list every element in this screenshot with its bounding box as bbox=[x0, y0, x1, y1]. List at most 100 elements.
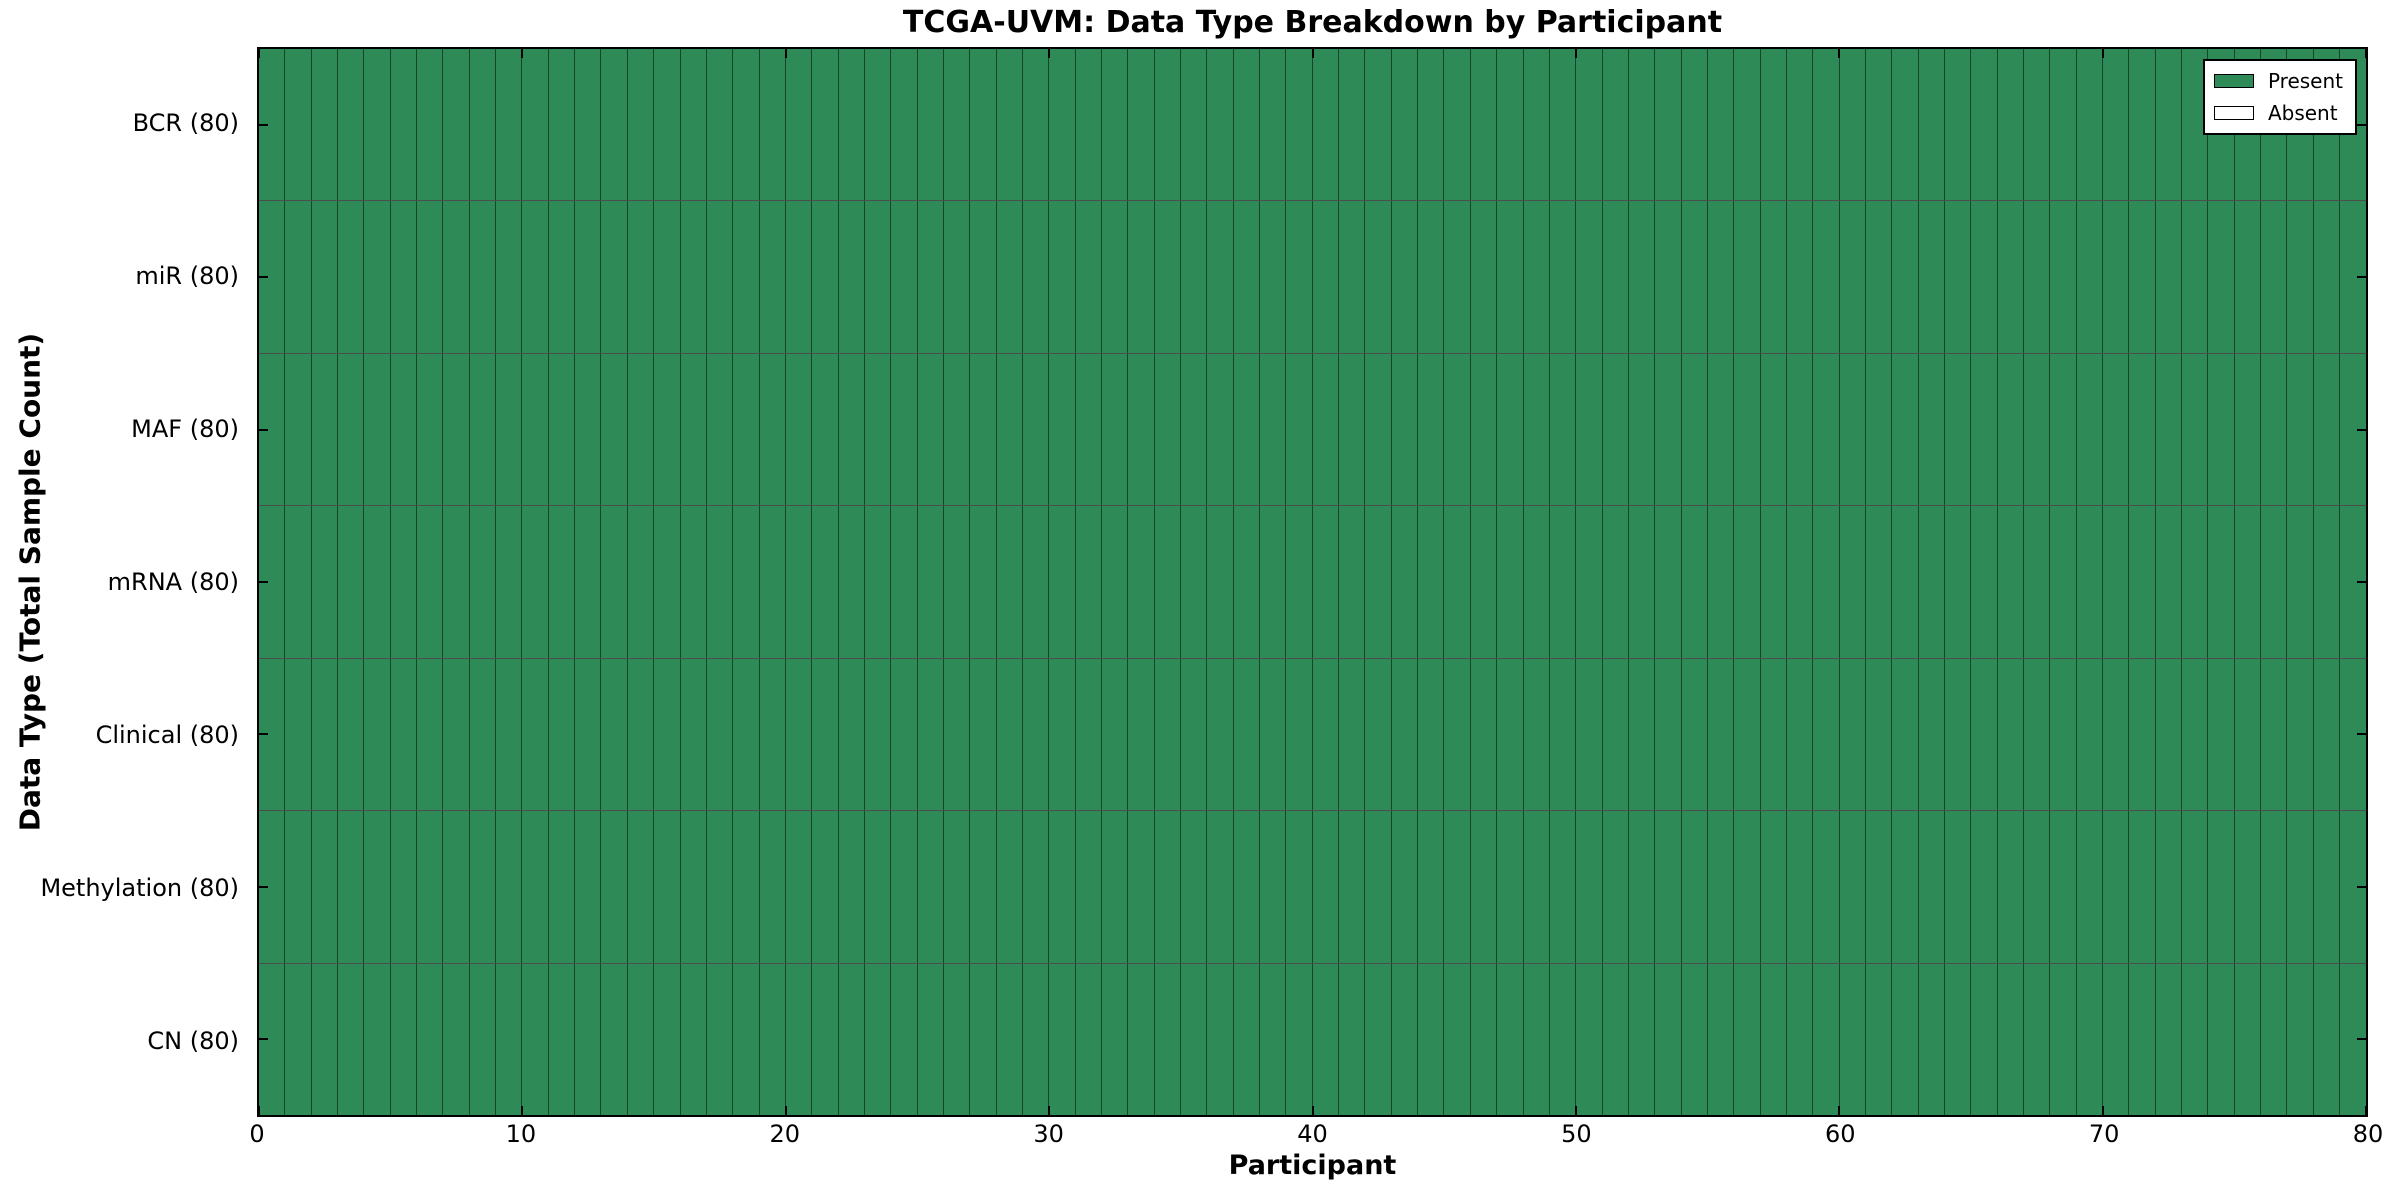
heatmap-cell bbox=[338, 353, 365, 506]
heatmap-cell bbox=[2340, 201, 2366, 353]
heatmap-cell bbox=[1444, 49, 1471, 201]
heatmap-cell bbox=[838, 506, 865, 658]
heatmap-cell bbox=[2155, 49, 2183, 201]
heatmap-cell bbox=[733, 963, 760, 1115]
heatmap-cell bbox=[706, 811, 734, 963]
heatmap-cell bbox=[1707, 811, 1735, 963]
heatmap-cell bbox=[469, 963, 497, 1115]
heatmap-cell bbox=[706, 353, 734, 506]
heatmap-cell bbox=[1286, 811, 1313, 963]
heatmap-cell bbox=[2050, 506, 2077, 658]
heatmap-cell bbox=[259, 811, 286, 963]
heatmap-cell bbox=[706, 49, 734, 201]
heatmap-cell bbox=[1523, 811, 1550, 963]
plot-area: Present Absent bbox=[257, 47, 2368, 1117]
heatmap-cell bbox=[1391, 201, 1419, 353]
heatmap-cell bbox=[1022, 658, 1050, 811]
heatmap-cell bbox=[417, 353, 444, 506]
heatmap-cell bbox=[943, 49, 971, 201]
heatmap-cell bbox=[522, 506, 549, 658]
heatmap-cell bbox=[1918, 353, 1945, 506]
heatmap-cell bbox=[680, 506, 707, 658]
heatmap-cell bbox=[1523, 353, 1550, 506]
heatmap-cell bbox=[1576, 353, 1603, 506]
heatmap-cell bbox=[1576, 201, 1603, 353]
heatmap-cell bbox=[917, 49, 944, 201]
heatmap-cell bbox=[943, 658, 971, 811]
heatmap-cell bbox=[1945, 811, 1972, 963]
heatmap-cell bbox=[1049, 506, 1076, 658]
y-tick-label: Methylation (80) bbox=[40, 873, 239, 902]
heatmap-cell bbox=[364, 963, 391, 1115]
heatmap-cell bbox=[1260, 49, 1287, 201]
heatmap-cell bbox=[1391, 49, 1419, 201]
heatmap-cell bbox=[364, 658, 391, 811]
y-tick-label: MAF (80) bbox=[131, 415, 239, 444]
heatmap-cell bbox=[1339, 963, 1366, 1115]
heatmap-cell bbox=[548, 49, 576, 201]
heatmap-cell bbox=[1918, 506, 1945, 658]
heatmap-cell bbox=[2208, 353, 2235, 506]
heatmap-cell bbox=[1418, 201, 1445, 353]
heatmap-cell bbox=[2287, 963, 2314, 1115]
heatmap-cell bbox=[1075, 201, 1102, 353]
heatmap-cell bbox=[390, 963, 418, 1115]
heatmap-cell bbox=[2182, 658, 2209, 811]
heatmap-cell bbox=[917, 201, 944, 353]
heatmap-cell bbox=[1760, 658, 1787, 811]
heatmap-cell bbox=[390, 49, 418, 201]
heatmap-cell bbox=[522, 658, 549, 811]
heatmap-cell bbox=[259, 658, 286, 811]
heatmap-cell bbox=[496, 811, 523, 963]
heatmap-cell bbox=[943, 811, 971, 963]
heatmap-cell bbox=[1602, 963, 1629, 1115]
heatmap-cell bbox=[2261, 201, 2288, 353]
heatmap-cell bbox=[812, 658, 839, 811]
heatmap-row bbox=[259, 963, 2366, 1115]
heatmap-cell bbox=[1576, 963, 1603, 1115]
heatmap-cell bbox=[311, 201, 339, 353]
heatmap-row bbox=[259, 811, 2366, 964]
heatmap-cell bbox=[1470, 49, 1498, 201]
heatmap-cell bbox=[627, 201, 655, 353]
heatmap-cell bbox=[838, 658, 865, 811]
heatmap-cell bbox=[1971, 506, 1998, 658]
heatmap-cell bbox=[1628, 658, 1656, 811]
heatmap-cell bbox=[1734, 658, 1761, 811]
heatmap-cell bbox=[1813, 963, 1840, 1115]
heatmap-cell bbox=[1839, 506, 1866, 658]
heatmap-cell bbox=[917, 506, 944, 658]
heatmap-cell bbox=[443, 353, 470, 506]
heatmap-cell bbox=[390, 353, 418, 506]
heatmap-cell bbox=[548, 811, 576, 963]
heatmap-cell bbox=[1128, 506, 1155, 658]
heatmap-cell bbox=[996, 506, 1023, 658]
heatmap-cell bbox=[733, 49, 760, 201]
heatmap-cell bbox=[1786, 658, 1814, 811]
heatmap-cell bbox=[812, 49, 839, 201]
heatmap-cell bbox=[1207, 963, 1234, 1115]
heatmap-cell bbox=[1918, 201, 1945, 353]
heatmap-cell bbox=[1154, 658, 1182, 811]
heatmap-cell bbox=[785, 658, 813, 811]
heatmap-cell bbox=[1971, 201, 1998, 353]
heatmap-cell bbox=[1681, 201, 1708, 353]
heatmap-cell bbox=[1865, 353, 1893, 506]
heatmap-cell bbox=[733, 353, 760, 506]
heatmap-cell bbox=[1207, 811, 1234, 963]
heatmap-cell bbox=[1470, 811, 1498, 963]
heatmap-cell bbox=[1918, 49, 1945, 201]
heatmap-cell bbox=[548, 201, 576, 353]
x-tick-label: 50 bbox=[1561, 1120, 1592, 1148]
heatmap-cell bbox=[654, 49, 681, 201]
heatmap-cell bbox=[1049, 811, 1076, 963]
heatmap-cell bbox=[1734, 811, 1761, 963]
heatmap-cell bbox=[443, 49, 470, 201]
heatmap-cell bbox=[2208, 963, 2235, 1115]
heatmap-cell bbox=[1707, 353, 1735, 506]
chart-title: TCGA-UVM: Data Type Breakdown by Partici… bbox=[902, 5, 1723, 40]
heatmap-cell bbox=[1839, 963, 1866, 1115]
heatmap-cell bbox=[2261, 658, 2288, 811]
heatmap-cell bbox=[733, 811, 760, 963]
heatmap-cell bbox=[1523, 49, 1550, 201]
